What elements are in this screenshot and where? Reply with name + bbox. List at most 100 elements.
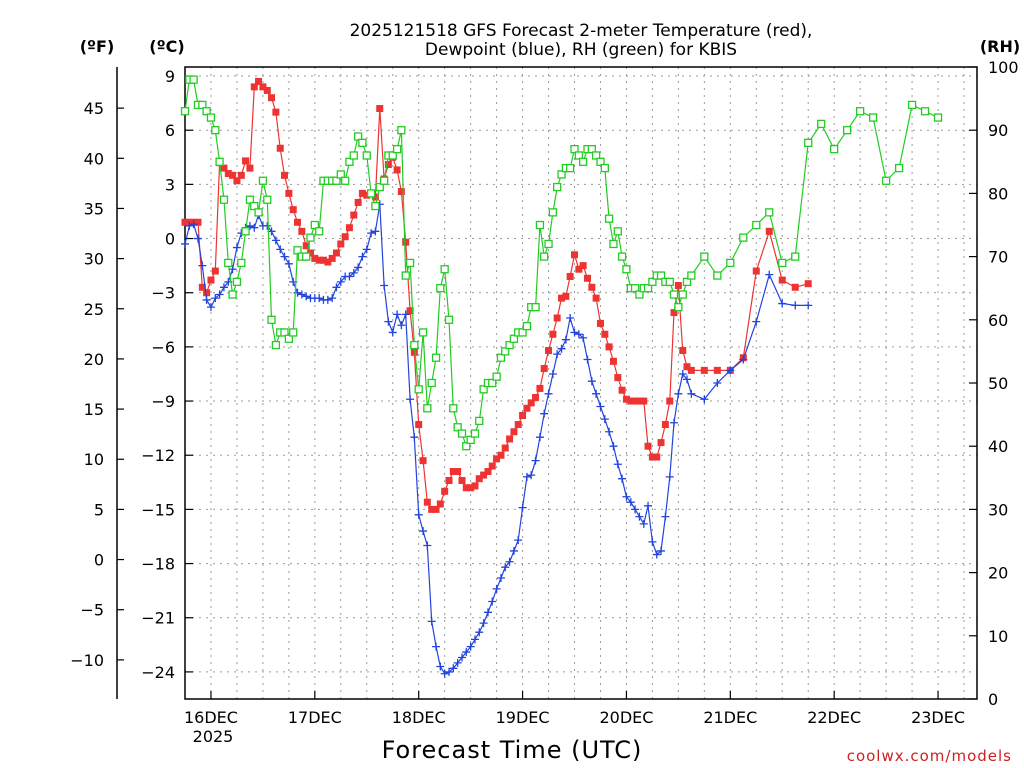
temperature-point: [484, 467, 492, 475]
rh-point: [894, 163, 904, 173]
rh-tick-label: 100: [988, 58, 1019, 77]
rh-point: [804, 138, 813, 147]
dewpoint-point: [471, 635, 480, 644]
rh-tick-label: 40: [988, 437, 1008, 456]
dewpoint-point: [596, 402, 605, 411]
dewpoint-point: [332, 283, 341, 292]
temperature-point: [614, 374, 622, 382]
temperature-point: [415, 421, 423, 429]
dewpoint-point: [328, 294, 337, 303]
celsius-tick-label: −9: [151, 392, 175, 411]
temperature-point: [791, 283, 799, 291]
celsius-tick-label: 9: [165, 67, 175, 86]
temperature-point: [510, 428, 518, 436]
temperature-point: [345, 224, 353, 232]
rh-point: [271, 340, 281, 350]
fahrenheit-tick-label: 10: [84, 450, 104, 469]
temperature-point: [475, 475, 483, 483]
rh-point: [656, 271, 666, 280]
rh-point: [587, 145, 597, 154]
x-tick-label: 19DEC: [496, 708, 550, 727]
rh-point: [418, 328, 428, 337]
dewpoint-point: [453, 658, 462, 667]
temperature-point: [423, 498, 431, 506]
rh-tick-label: 60: [988, 311, 1008, 330]
temperature-point: [350, 211, 358, 219]
rh-tick-label: 50: [988, 374, 1008, 393]
temperature-point: [371, 193, 379, 201]
temperature-point: [471, 482, 479, 490]
temperature-point: [493, 455, 501, 463]
fahrenheit-tick-label: −10: [70, 651, 104, 670]
x-tick-label: 22DEC: [807, 708, 861, 727]
rh-point: [470, 429, 480, 438]
rh-tick-label: 20: [988, 564, 1008, 583]
rh-point: [388, 151, 397, 160]
rh-point: [206, 113, 216, 122]
temperature-point: [536, 384, 544, 392]
dewpoint-point: [380, 281, 389, 290]
rh-point: [665, 277, 674, 287]
temperature-point: [571, 251, 579, 259]
dewpoint-point: [592, 389, 601, 398]
temperature-point: [558, 294, 566, 302]
temperature-point: [233, 177, 241, 185]
rh-point: [907, 100, 917, 110]
rh-point: [258, 176, 268, 185]
temperature-point: [588, 283, 596, 291]
dewpoint-point: [414, 510, 423, 519]
temperature-point: [376, 105, 384, 113]
celsius-tick-label: −18: [141, 555, 175, 574]
chart-title-line-2: Dewpoint (blue), RH (green) for KBIS: [425, 40, 737, 60]
rh-point: [492, 372, 501, 381]
temperature-point: [315, 256, 323, 264]
rh-point: [933, 113, 943, 122]
rh-point: [855, 107, 865, 116]
temperature-point: [605, 343, 613, 351]
dewpoint-point: [181, 239, 189, 248]
temperature-point: [445, 477, 453, 485]
dewpoint-point: [345, 272, 354, 281]
dewpoint-point: [449, 664, 458, 673]
dewpoint-point: [315, 294, 324, 303]
celsius-tick-label: −3: [151, 284, 175, 303]
rh-point: [830, 145, 839, 154]
rh-point: [609, 239, 618, 249]
temperature-point: [276, 144, 284, 152]
rh-point: [496, 353, 506, 362]
rh-point: [557, 170, 566, 179]
fahrenheit-tick-label: 0: [94, 551, 104, 570]
dewpoint-point: [323, 295, 332, 304]
dewpoint-point: [245, 221, 254, 230]
rh-point: [427, 378, 436, 388]
rh-point: [669, 290, 679, 299]
temperature-point: [393, 166, 401, 174]
temperature-point: [406, 307, 414, 315]
x-tick-label: 17DEC: [288, 708, 342, 727]
temperature-point: [198, 283, 206, 291]
dewpoint-point: [579, 333, 588, 342]
dewpoint-point: [492, 584, 501, 593]
temperature-point: [419, 457, 427, 465]
rh-point: [228, 290, 237, 299]
rh-point: [648, 277, 657, 287]
dewpoint-point: [566, 313, 575, 322]
temperature-point: [181, 218, 189, 226]
rh-point: [392, 145, 402, 154]
dewpoint-point: [458, 653, 467, 662]
dewpoint-point: [440, 669, 449, 678]
rh-point: [232, 277, 242, 287]
rh-point: [713, 271, 722, 280]
dewpoint-point: [419, 527, 428, 536]
dewpoint-point: [752, 317, 761, 326]
temperature-point: [657, 439, 665, 447]
dewpoint-point: [518, 503, 527, 512]
temperature-point: [449, 467, 457, 475]
temperature-point: [666, 397, 674, 405]
rh-point: [752, 220, 761, 230]
temperature-point: [328, 254, 336, 262]
dewpoint-point: [462, 648, 471, 657]
rh-point: [353, 132, 363, 141]
rh-tick-label: 70: [988, 248, 1008, 267]
